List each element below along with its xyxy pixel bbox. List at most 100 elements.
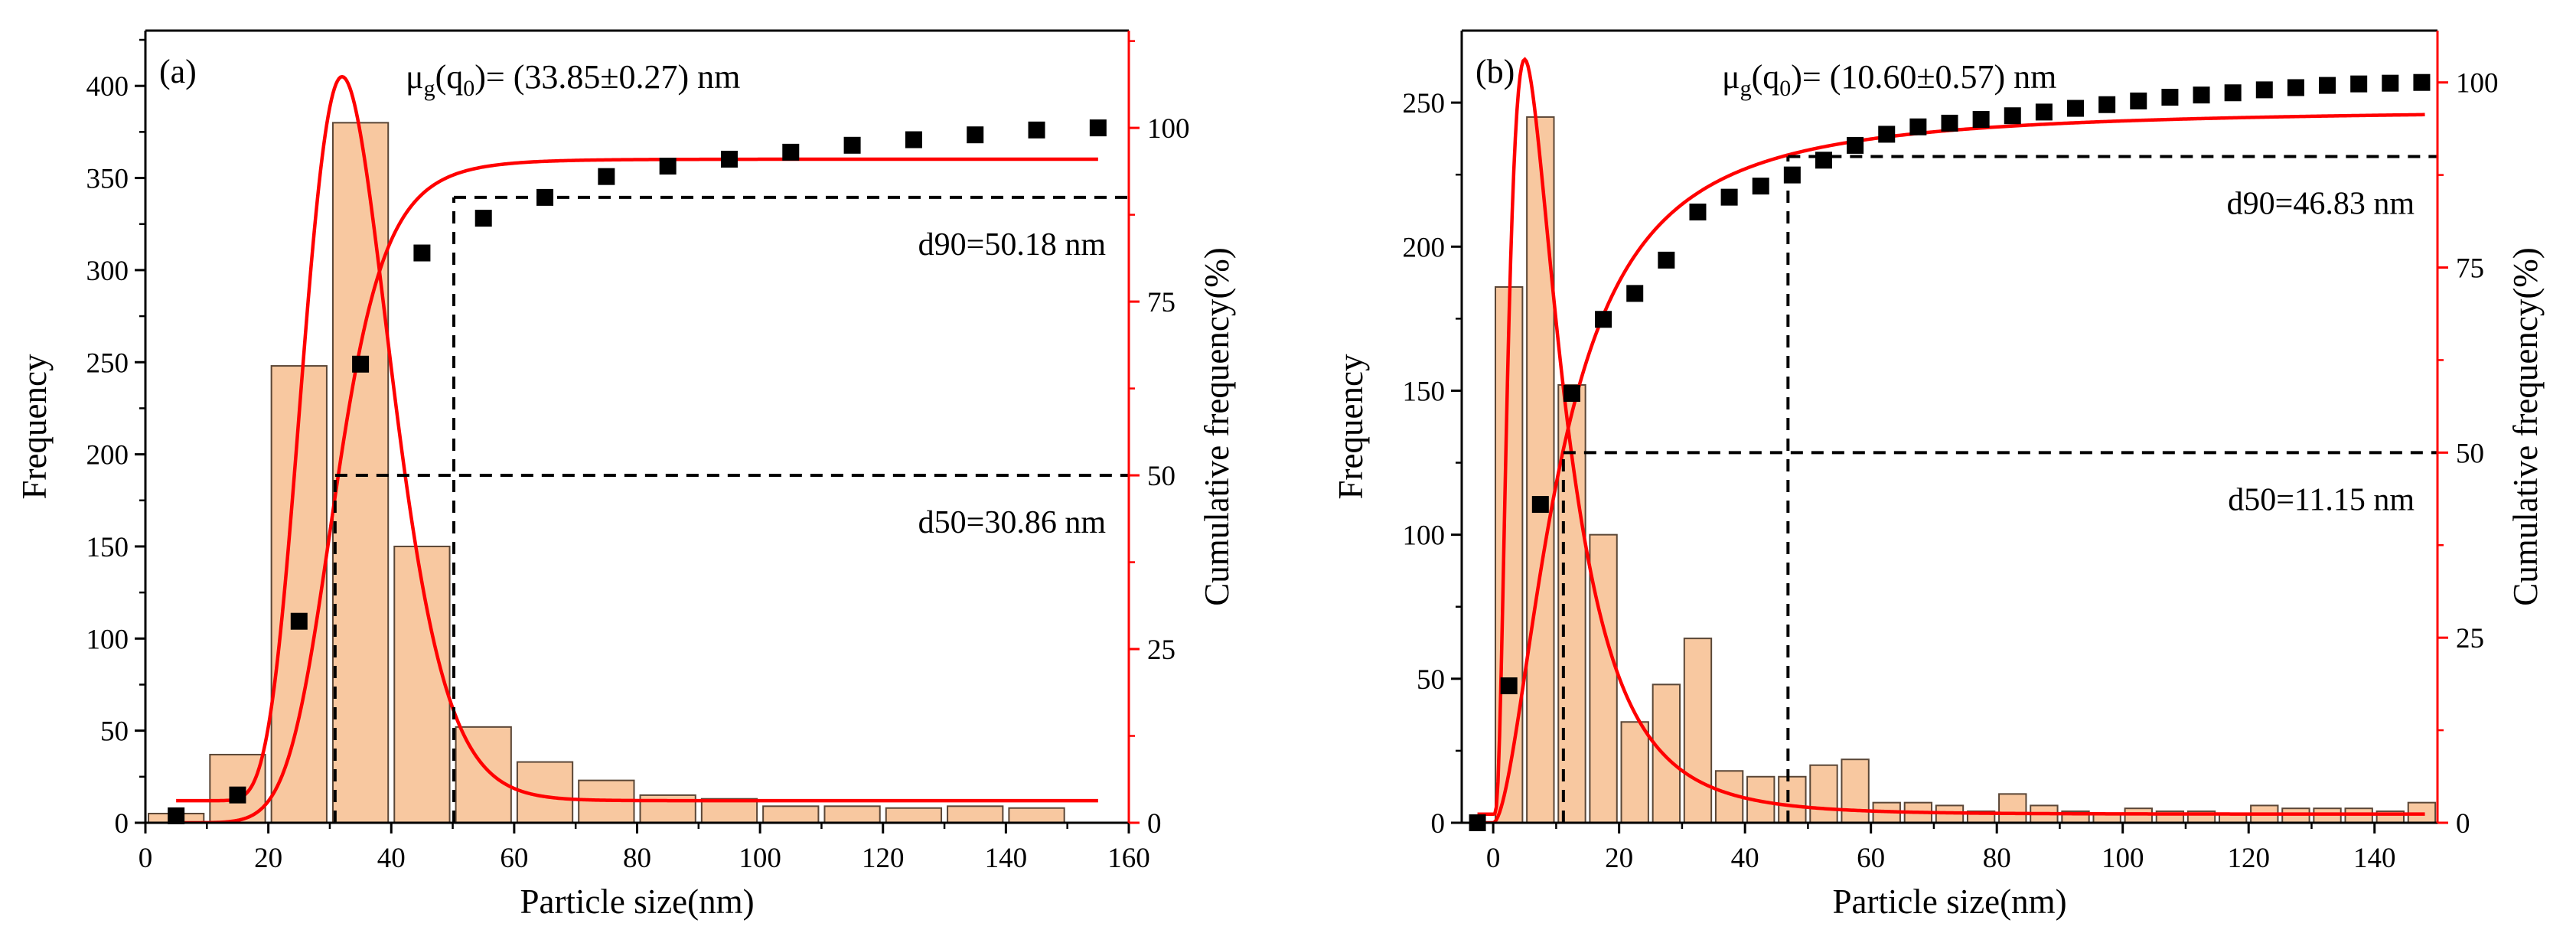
cumulative-point bbox=[1941, 114, 1958, 132]
cumulative-point bbox=[1089, 119, 1107, 137]
y-tick-label: 100 bbox=[86, 624, 129, 655]
cumulative-point bbox=[2350, 75, 2368, 93]
cumulative-point bbox=[1815, 152, 1832, 169]
y2-tick-label: 75 bbox=[1147, 287, 1176, 318]
cumulative-point bbox=[2193, 86, 2210, 104]
cumulative-point bbox=[1878, 126, 1896, 143]
y2-tick-label: 100 bbox=[1147, 113, 1190, 145]
frequency-fit-curve bbox=[176, 74, 1098, 803]
x-tick-label: 40 bbox=[1731, 843, 1759, 874]
d90-label: d90=46.83 nm bbox=[2227, 186, 2415, 221]
cumulative-point bbox=[168, 807, 185, 824]
annotation-part: 0 bbox=[463, 76, 474, 101]
cumulative-point bbox=[1595, 311, 1612, 328]
cumulative-point bbox=[1689, 203, 1707, 220]
cumulative-point bbox=[2319, 77, 2336, 94]
histogram-bar bbox=[823, 805, 881, 823]
x-tick-label: 160 bbox=[1107, 843, 1150, 874]
histogram-bar bbox=[762, 805, 820, 823]
x-tick-label: 20 bbox=[1605, 843, 1633, 874]
histogram-bar bbox=[700, 798, 758, 823]
y-axis-title: Frequency bbox=[15, 354, 54, 499]
panel-label: (a) bbox=[159, 53, 197, 90]
histogram-bar bbox=[1620, 721, 1649, 823]
x-tick-label: 0 bbox=[1486, 843, 1501, 874]
annotation-part: μ bbox=[1722, 58, 1740, 96]
histogram-bar bbox=[885, 807, 943, 823]
cumulative-point bbox=[1658, 251, 1675, 269]
x-tick-label: 120 bbox=[862, 843, 905, 874]
x-tick-label: 120 bbox=[2227, 843, 2270, 874]
cumulative-point bbox=[1752, 178, 1769, 195]
cumulative-point bbox=[1720, 188, 1738, 206]
cumulative-point bbox=[536, 188, 554, 206]
y-axis-title: Frequency bbox=[1332, 354, 1370, 499]
cumulative-point bbox=[2287, 79, 2304, 96]
y2-axis-title: Cumulative frequency(%) bbox=[1198, 247, 1236, 606]
y-tick-label: 300 bbox=[86, 256, 129, 287]
y-tick-label: 0 bbox=[115, 808, 129, 840]
histogram-bar bbox=[1841, 758, 1870, 823]
x-tick-label: 80 bbox=[1983, 843, 2011, 874]
cumulative-point bbox=[1531, 496, 1549, 514]
x-tick-label: 100 bbox=[739, 843, 781, 874]
annotation-part: )= (33.85±0.27) nm bbox=[474, 58, 740, 96]
cumulative-point bbox=[474, 210, 492, 227]
cumulative-point bbox=[659, 158, 677, 175]
annotation-part: )= (10.60±0.57) nm bbox=[1791, 58, 2056, 96]
frequency-fit-curve bbox=[1477, 57, 2425, 816]
plot-area bbox=[1477, 57, 2437, 823]
y-tick-label: 150 bbox=[1403, 376, 1446, 407]
y2-tick-label: 0 bbox=[2456, 808, 2470, 840]
cumulative-point bbox=[413, 244, 431, 262]
histogram-bar bbox=[1683, 638, 1713, 823]
annotation-part: g bbox=[1740, 76, 1752, 101]
cumulative-point bbox=[2413, 73, 2431, 91]
histogram-bar bbox=[1778, 775, 1807, 823]
cumulative-point bbox=[2067, 99, 2085, 117]
histogram-bar bbox=[947, 805, 1004, 823]
cumulative-point bbox=[1972, 111, 1990, 129]
x-tick-label: 80 bbox=[623, 843, 651, 874]
x-tick-label: 100 bbox=[2102, 843, 2144, 874]
x-axis-title: Particle size(nm) bbox=[1832, 882, 2066, 921]
annotation-part: g bbox=[424, 76, 435, 101]
geometric-mean-annotation: μg(q0)= (33.85±0.27) nm bbox=[406, 58, 740, 101]
y-tick-label: 0 bbox=[1431, 808, 1446, 840]
histogram-bar bbox=[1526, 116, 1555, 823]
y2-tick-label: 50 bbox=[2456, 438, 2484, 469]
y-tick-label: 150 bbox=[86, 532, 129, 563]
histogram-bar bbox=[1008, 807, 1065, 823]
y2-tick-label: 25 bbox=[2456, 623, 2484, 654]
y-tick-label: 200 bbox=[1403, 232, 1446, 263]
annotation-part: (q bbox=[1752, 58, 1780, 96]
cumulative-point bbox=[1626, 285, 1644, 302]
cumulative-point bbox=[1563, 384, 1580, 402]
cumulative-point bbox=[2255, 81, 2273, 99]
panel-a: 0 20 40 60 80 100 120 140 1600501001502002503003… bbox=[15, 29, 1236, 921]
histogram-bar bbox=[270, 365, 328, 823]
cumulative-point bbox=[1909, 118, 1927, 135]
y2-tick-label: 50 bbox=[1147, 461, 1176, 492]
d50-label: d50=11.15 nm bbox=[2228, 482, 2415, 517]
cumulative-point bbox=[229, 786, 246, 804]
histogram-bar bbox=[393, 545, 451, 823]
d90-label: d90=50.18 nm bbox=[918, 227, 1107, 263]
x-tick-label: 140 bbox=[985, 843, 1028, 874]
x-axis-title: Particle size(nm) bbox=[520, 882, 754, 921]
cumulative-point bbox=[2382, 74, 2399, 92]
cumulative-point bbox=[1847, 136, 1864, 154]
y-tick-label: 50 bbox=[100, 716, 129, 748]
cumulative-point bbox=[598, 168, 615, 185]
plot-area bbox=[148, 74, 1098, 823]
cumulative-point bbox=[720, 150, 738, 168]
y-tick-label: 250 bbox=[86, 347, 129, 379]
histogram-bar bbox=[331, 122, 390, 823]
y-tick-label: 200 bbox=[86, 440, 129, 471]
y2-tick-label: 75 bbox=[2456, 253, 2484, 285]
y-tick-label: 400 bbox=[86, 71, 129, 103]
histogram-bar bbox=[455, 726, 512, 823]
annotation-part: (q bbox=[435, 58, 464, 96]
y2-tick-label: 100 bbox=[2456, 68, 2499, 99]
